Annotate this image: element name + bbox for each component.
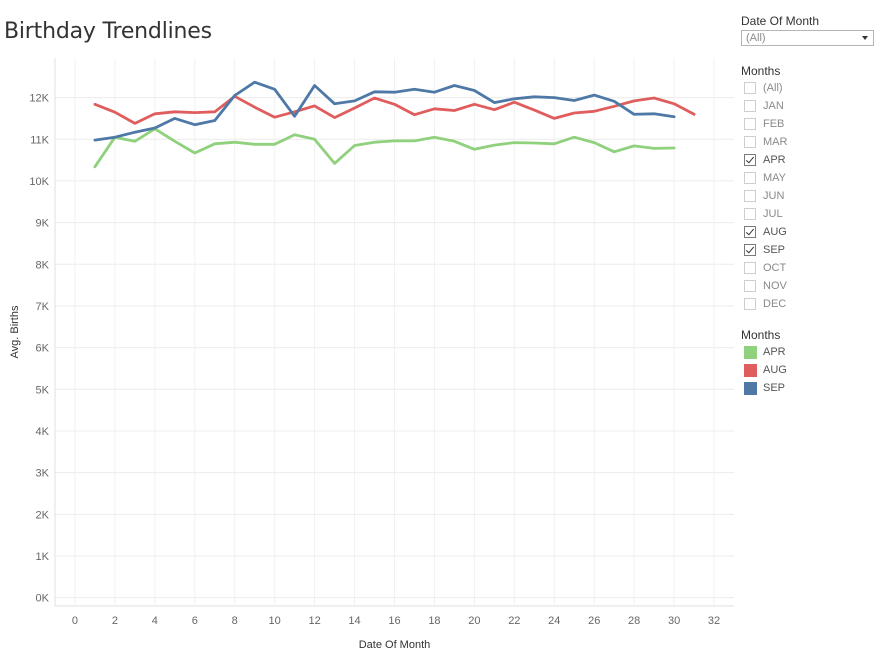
y-tick-label: 0K [36,593,50,605]
checkbox[interactable] [744,208,756,220]
filter-item-aug[interactable]: AUG [741,224,861,242]
checkbox[interactable] [744,118,756,130]
date-filter-title: Date Of Month [741,14,820,28]
legend-swatch [744,364,757,377]
filter-item-label: MAY [763,172,787,184]
series-line-aug [93,94,696,125]
x-tick-label: 10 [269,615,281,627]
y-tick-label: 3K [36,468,50,480]
legend-label: AUG [763,364,787,376]
legend-label: SEP [763,382,786,394]
filter-item-dec[interactable]: DEC [741,296,861,314]
filter-item-label: OCT [763,262,787,274]
legend-item-aug[interactable]: AUG [741,363,841,381]
checkbox[interactable] [744,82,756,94]
y-tick-label: 1K [36,551,50,563]
filter-item-jul[interactable]: JUL [741,206,861,224]
page-title: Birthday Trendlines [4,19,212,44]
checkbox[interactable] [744,100,756,112]
x-tick-label: 32 [708,615,720,627]
checkbox[interactable] [744,136,756,148]
y-tick-label: 11K [30,134,49,146]
checkbox[interactable] [744,244,756,256]
x-tick-label: 18 [428,615,440,627]
y-tick-label: 12K [29,93,49,105]
x-tick-label: 20 [468,615,480,627]
filter-item-sep[interactable]: SEP [741,242,861,260]
x-tick-label: 26 [588,615,600,627]
checkbox[interactable] [744,172,756,184]
checkbox[interactable] [744,298,756,310]
x-tick-label: 0 [72,615,78,627]
x-tick-label: 30 [668,615,680,627]
filter-item-jun[interactable]: JUN [741,188,861,206]
legend-swatch [744,382,757,395]
date-filter-dropdown[interactable]: (All) [741,30,874,46]
filter-item-oct[interactable]: OCT [741,260,861,278]
x-tick-label: 2 [112,615,118,627]
x-tick-label: 8 [232,615,238,627]
filter-item-label: JAN [763,100,784,112]
months-filter-title: Months [741,64,781,78]
legend-item-apr[interactable]: APR [741,345,841,363]
x-axis-title: Date Of Month [359,639,431,651]
checkbox[interactable] [744,262,756,274]
checkbox[interactable] [744,154,756,166]
filter-item-label: APR [763,154,786,166]
x-tick-label: 22 [508,615,520,627]
filter-item-label: AUG [763,226,787,238]
filter-item-label: SEP [763,244,786,256]
x-tick-label: 4 [152,615,158,627]
filter-item-label: (All) [763,82,783,94]
checkbox[interactable] [744,226,756,238]
series-line-sep [93,80,676,142]
filter-item-feb[interactable]: FEB [741,116,861,134]
filter-item-label: JUN [763,190,785,202]
checkbox[interactable] [744,190,756,202]
filter-item-jan[interactable]: JAN [741,98,861,116]
date-filter-value: (All) [746,32,766,44]
y-tick-label: 7K [36,301,50,313]
y-tick-label: 2K [36,509,50,521]
legend-title: Months [741,328,781,342]
y-axis-title: Avg. Births [9,305,21,358]
x-tick-label: 16 [388,615,400,627]
legend-swatch [744,346,757,359]
y-tick-label: 4K [36,426,50,438]
filter-item-label: FEB [763,118,785,130]
x-tick-label: 28 [628,615,640,627]
series-line-apr [93,127,676,169]
x-tick-label: 14 [348,615,360,627]
y-tick-label: 5K [36,384,50,396]
filter-item-all[interactable]: (All) [741,80,861,98]
y-tick-label: 9K [36,218,50,230]
y-tick-label: 10K [29,176,49,188]
filter-item-label: DEC [763,298,787,310]
filter-item-apr[interactable]: APR [741,152,861,170]
legend-label: APR [763,346,786,358]
filter-item-mar[interactable]: MAR [741,134,861,152]
filter-item-label: JUL [763,208,783,220]
y-tick-label: 8K [36,259,50,271]
chevron-down-icon [862,36,868,40]
checkbox[interactable] [744,280,756,292]
x-tick-label: 6 [192,615,198,627]
filter-item-nov[interactable]: NOV [741,278,861,296]
legend-item-sep[interactable]: SEP [741,381,841,399]
y-tick-label: 6K [36,343,50,355]
x-tick-label: 12 [308,615,320,627]
x-tick-label: 24 [548,615,560,627]
filter-item-label: MAR [763,136,788,148]
filter-item-label: NOV [763,280,787,292]
filter-item-may[interactable]: MAY [741,170,861,188]
